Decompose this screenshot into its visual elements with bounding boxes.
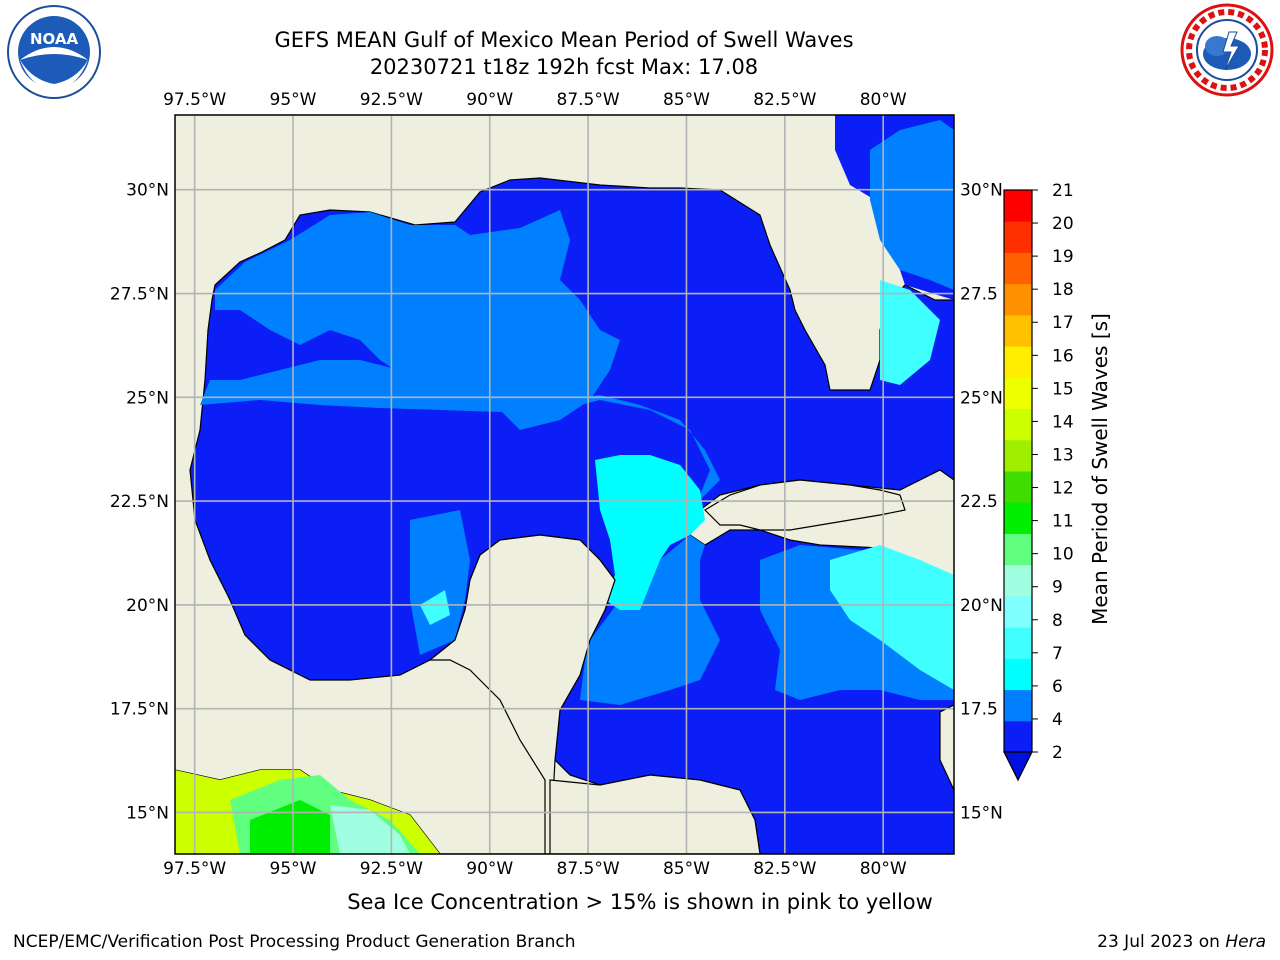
footer-date: 23 Jul 2023 on Hera	[1097, 932, 1266, 952]
colorbar-tick-label: 19	[1052, 247, 1074, 267]
colorbar-tick-label: 20	[1052, 214, 1074, 234]
colorbar: 2 4 6 7 8 9 10 11 12 13 14 15 16 17 18 19 20 21	[1003, 181, 1074, 782]
swell-region-4-6s-caribbean	[830, 545, 954, 690]
lon-label-bottom: 85°W	[663, 859, 710, 879]
map-title: GEFS MEAN Gulf of Mexico Mean Period of …	[274, 28, 854, 52]
colorbar-tick-label: 6	[1052, 677, 1063, 697]
colorbar-tick-label: 4	[1052, 710, 1063, 730]
lat-label-left: 20°N	[126, 596, 169, 616]
colorbar-swatch	[1004, 720, 1032, 753]
lon-label-top: 82.5°W	[753, 90, 816, 110]
colorbar-tick-label: 18	[1052, 280, 1074, 300]
lat-label-right: 17.5	[960, 700, 998, 720]
cuba-island	[704, 479, 906, 531]
lat-label-right: 25°N	[960, 388, 1003, 408]
noaa-logo: NOAA	[7, 5, 101, 99]
colorbar-extend-arrow	[1003, 751, 1033, 782]
colorbar-tick-label: 13	[1052, 445, 1074, 465]
swell-region-2-4s-southwest	[410, 510, 470, 655]
colorbar-label: Mean Period of Swell Waves [s]	[1088, 313, 1112, 625]
nws-logo	[1180, 3, 1274, 97]
colorbar-swatch	[1004, 314, 1032, 347]
swell-region-2-4s-central	[200, 360, 720, 705]
colorbar-swatch	[1004, 627, 1032, 659]
central-america-land	[549, 774, 761, 854]
sea-ice-area-light	[330, 805, 410, 854]
colorbar-swatch	[1004, 533, 1032, 566]
lon-label-top: 85°W	[663, 90, 710, 110]
colorbar-swatch	[1004, 221, 1032, 253]
colorbar-swatch	[1004, 408, 1032, 441]
lat-label-right: 27.5	[960, 285, 998, 305]
lon-label-top: 90°W	[466, 90, 513, 110]
lat-label-left: 22.5°N	[110, 492, 169, 512]
noaa-logo-text: NOAA	[30, 30, 79, 48]
lon-label-bottom: 97.5°W	[163, 859, 226, 879]
latitude-labels-left: 30°N 27.5°N 25°N 22.5°N 20°N 17.5°N 15°N	[110, 181, 169, 824]
lat-label-right: 20°N	[960, 596, 1003, 616]
swell-region-4-6s-bay	[420, 590, 450, 625]
swell-region-2-4s-west	[215, 210, 620, 430]
longitude-labels-top: 97.5°W 95°W 92.5°W 90°W 87.5°W 85°W 82.5°W 80°W	[163, 90, 907, 110]
swell-region-2-4s-atlantic	[870, 120, 954, 290]
colorbar-tick-label: 11	[1052, 512, 1074, 532]
colorbar-tick-label: 12	[1052, 479, 1074, 499]
colorbar-swatch	[1004, 689, 1032, 722]
lat-label-left: 15°N	[126, 803, 169, 823]
colorbar-tick-label: 15	[1052, 379, 1074, 399]
sea-ice-caption: Sea Ice Concentration > 15% is shown in …	[347, 890, 933, 914]
latitude-labels-right: 30°N 27.5 25°N 22.5 20°N 17.5 15°N	[960, 181, 1003, 824]
colorbar-tick-label: 17	[1052, 313, 1074, 333]
lat-label-right: 22.5	[960, 492, 998, 512]
map-subtitle: 20230721 t18z 192h fcst Max: 17.08	[369, 55, 759, 79]
colorbar-swatch	[1004, 439, 1032, 472]
lon-label-top: 80°W	[860, 90, 907, 110]
sea-ice-area-core	[250, 800, 330, 854]
lat-label-left: 27.5°N	[110, 285, 169, 305]
colorbar-swatch	[1004, 658, 1032, 691]
lat-label-left: 17.5°N	[110, 700, 169, 720]
colorbar-swatch	[1004, 346, 1032, 378]
lon-label-bottom: 90°W	[466, 859, 513, 879]
longitude-labels-bottom: 97.5°W 95°W 92.5°W 90°W 87.5°W 85°W 82.5°W 80°W	[163, 859, 907, 879]
colorbar-tick-label: 9	[1052, 578, 1063, 598]
colorbar-swatch	[1004, 502, 1032, 534]
lon-label-top: 92.5°W	[360, 90, 423, 110]
lon-label-bottom: 82.5°W	[753, 859, 816, 879]
colorbar-swatch	[1004, 377, 1032, 410]
lat-label-left: 25°N	[126, 388, 169, 408]
colorbar-tick-label: 21	[1052, 181, 1074, 201]
colorbar-tick-label: 14	[1052, 412, 1074, 432]
swell-region-4-6s-yucatan-channel	[595, 455, 705, 610]
colorbar-tick-label: 8	[1052, 611, 1063, 631]
colorbar-swatch	[1004, 252, 1032, 285]
lon-label-top: 95°W	[270, 90, 317, 110]
colorbar-swatch	[1004, 190, 1032, 222]
colorbar-swatch	[1004, 595, 1032, 628]
colorbar-swatch	[1004, 283, 1032, 316]
colorbar-swatch	[1004, 564, 1032, 597]
swell-region-4-6s-florida-strait	[880, 280, 940, 385]
map-gridlines	[175, 115, 954, 854]
colorbar-tick-label: 10	[1052, 545, 1074, 565]
lon-label-top: 87.5°W	[557, 90, 620, 110]
colorbar-swatch	[1004, 471, 1032, 503]
lat-label-left: 30°N	[126, 181, 169, 201]
lon-label-bottom: 87.5°W	[557, 859, 620, 879]
map-frame	[174, 114, 955, 855]
footer-branch: NCEP/EMC/Verification Post Processing Pr…	[13, 932, 576, 952]
lon-label-top: 97.5°W	[163, 90, 226, 110]
colorbar-tick-label: 16	[1052, 346, 1074, 366]
colorbar-frame	[1003, 189, 1033, 753]
lon-label-bottom: 92.5°W	[360, 859, 423, 879]
footer-machine: Hera	[1225, 932, 1266, 952]
lat-label-right: 15°N	[960, 803, 1003, 823]
lon-label-bottom: 80°W	[860, 859, 907, 879]
colorbar-tick-label: 2	[1052, 743, 1063, 763]
lon-label-bottom: 95°W	[270, 859, 317, 879]
footer-date-text: 23 Jul 2023 on	[1097, 932, 1226, 952]
colorbar-tick-label: 7	[1052, 644, 1063, 664]
lat-label-right: 30°N	[960, 181, 1003, 201]
